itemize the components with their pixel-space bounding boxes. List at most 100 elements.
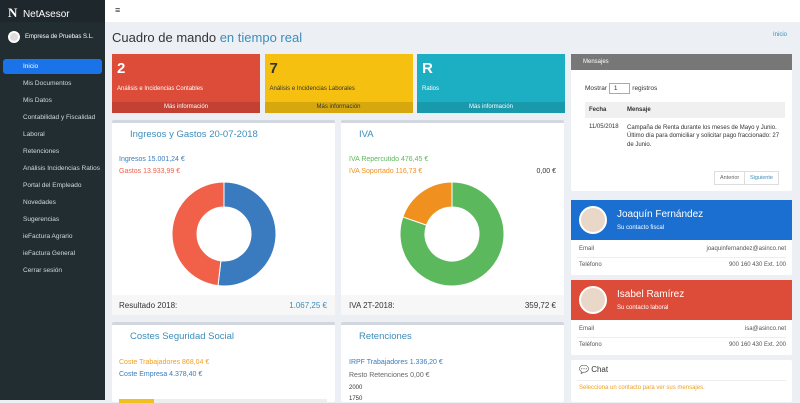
menu-toggle[interactable]: ≡ bbox=[115, 5, 121, 15]
chat-title: 💬 Chat bbox=[579, 365, 609, 374]
tick-label: 2000 bbox=[349, 385, 363, 391]
stat-label: Ratios bbox=[422, 86, 440, 92]
length-control: Mostrar 1 registros bbox=[585, 83, 657, 94]
menu-item[interactable]: Portal del Empleado bbox=[23, 182, 82, 189]
select[interactable]: 1 bbox=[608, 83, 631, 94]
next-button[interactable]: Siguiente bbox=[744, 171, 779, 185]
contact-header bbox=[571, 200, 792, 240]
stat-number: 2 bbox=[117, 60, 126, 77]
menu-item[interactable]: Análisis Incidencias Ratios bbox=[23, 165, 100, 172]
column-header[interactable]: Fecha bbox=[589, 107, 607, 113]
contact-card: Joaquín Fernández Su contacto fiscal Email… bbox=[571, 200, 792, 275]
line: Coste Trabajadores 868,04 € bbox=[119, 359, 210, 366]
menu-item[interactable]: Mis Datos bbox=[23, 97, 52, 104]
stat-box: 2 Análisis e Incidencias Contables Más inf… bbox=[112, 54, 260, 113]
menu-item[interactable]: Sugerencias bbox=[23, 216, 60, 223]
title: Chat bbox=[591, 365, 609, 374]
box-title: Retenciones bbox=[359, 331, 412, 342]
footer-label: IVA 2T-2018: bbox=[349, 301, 395, 310]
retenciones-box: Retenciones IRPF Trabajadores 1.336,20 €… bbox=[341, 322, 564, 402]
box-footer bbox=[341, 295, 564, 315]
stat-number: 7 bbox=[269, 60, 278, 77]
label: Mostrar bbox=[585, 85, 608, 92]
seguridad-social-box: Costes Seguridad Social Coste Trabajador… bbox=[112, 322, 335, 403]
breadcrumb[interactable]: Inicio bbox=[773, 32, 788, 38]
cell: Campaña de Renta durante los meses de Ma… bbox=[627, 125, 780, 148]
stat-link[interactable]: Más información bbox=[112, 102, 260, 113]
menu-item[interactable]: Retenciones bbox=[23, 148, 60, 155]
tick-label: 1750 bbox=[349, 396, 363, 402]
email: isa@asinco.net bbox=[744, 326, 786, 332]
line: Coste Empresa 4.378,40 € bbox=[119, 371, 203, 378]
ingresos-box: Ingresos y Gastos 20-07-2018 Ingresos 15… bbox=[112, 120, 335, 315]
contact-header bbox=[571, 280, 792, 320]
menu-item[interactable]: Novedades bbox=[23, 199, 56, 206]
line: Resto Retenciones 0,00 € bbox=[349, 372, 430, 379]
contact-name: Joaquín Fernández bbox=[617, 209, 704, 220]
contact-avatar bbox=[579, 206, 607, 234]
box-footer bbox=[112, 295, 335, 315]
contact-name: Isabel Ramírez bbox=[617, 289, 685, 300]
company-name: Empresa de Pruebas S.L. bbox=[25, 34, 94, 40]
menu-item[interactable]: ieFactura Agrario bbox=[23, 233, 73, 240]
box-title: IVA bbox=[359, 129, 374, 140]
email-label: Email bbox=[579, 326, 595, 332]
stat-link[interactable]: Más información bbox=[417, 102, 565, 113]
phone-label: Teléfono bbox=[579, 342, 602, 348]
divider bbox=[577, 380, 786, 381]
title-highlight: en tiempo real bbox=[219, 30, 303, 45]
phone: 900 160 430 Ext. 100 bbox=[728, 262, 786, 268]
stat-box: 7 Análisis e Incidencias Laborales Más inf… bbox=[264, 54, 413, 113]
chat-box: 💬 Chat Selecciona un contacto para ver s… bbox=[571, 360, 792, 402]
donut bbox=[171, 181, 277, 287]
divider bbox=[577, 337, 786, 338]
menu-item[interactable]: Mis Documentos bbox=[23, 80, 72, 87]
menu-item[interactable]: Laboral bbox=[23, 131, 45, 138]
footer-value: 1.067,25 € bbox=[289, 301, 327, 310]
phone: 900 160 430 Ext. 200 bbox=[728, 342, 786, 348]
contact-role: Su contacto laboral bbox=[617, 305, 669, 311]
footer-value: 359,72 € bbox=[524, 301, 556, 310]
footer-label: Resultado 2018: bbox=[119, 301, 178, 310]
stat-box: R Ratios Más información bbox=[417, 54, 565, 113]
contact-avatar bbox=[579, 286, 607, 314]
brand-name: NetAsesor bbox=[22, 9, 70, 20]
stat-label: Análisis e Incidencias Contables bbox=[117, 86, 204, 92]
line: IRPF Trabajadores 1.336,20 € bbox=[349, 359, 443, 366]
donut-slice bbox=[217, 181, 277, 287]
header-row: Fecha Mensaje bbox=[585, 102, 785, 118]
stat-number: R bbox=[422, 60, 433, 77]
legend-item: IVA Repercutido 476,45 € bbox=[349, 156, 429, 163]
divider bbox=[577, 257, 786, 258]
menu-item[interactable]: Cerrar sesión bbox=[23, 267, 63, 274]
column-header[interactable]: Mensaje bbox=[627, 107, 651, 113]
page-title: Cuadro de mando en tiempo real bbox=[112, 30, 302, 45]
contact-role: Su contacto fiscal bbox=[617, 225, 665, 231]
menu-item[interactable]: Inicio bbox=[3, 59, 102, 74]
menu-item[interactable]: ieFactura General bbox=[23, 250, 76, 257]
legend-item: Ingresos 15.001,24 € bbox=[119, 156, 185, 163]
table: Fecha Mensaje 11/05/2018 Campaña de Renta … bbox=[585, 102, 785, 155]
prev-button[interactable]: Anterior bbox=[714, 171, 746, 185]
iva-box: IVA IVA Repercutido 476,45 € IVA Soporta… bbox=[341, 120, 564, 315]
logo: N bbox=[8, 5, 18, 20]
donut bbox=[399, 181, 505, 287]
mensajes-box: Mensajes Mostrar 1 registros Fecha Mensaj… bbox=[571, 54, 792, 191]
menu-item[interactable]: Contabilidad y Fiscalidad bbox=[23, 114, 96, 121]
box-title: Mensajes bbox=[571, 54, 792, 70]
phone-label: Teléfono bbox=[579, 262, 602, 268]
contact-card: Isabel Ramírez Su contacto laboral Email is… bbox=[571, 280, 792, 355]
cell: 11/05/2018 bbox=[589, 124, 619, 130]
title: Cuadro de mando bbox=[112, 30, 217, 45]
donut-slice bbox=[402, 181, 453, 226]
email-label: Email bbox=[579, 246, 595, 252]
stat-link[interactable]: Más información bbox=[264, 102, 413, 113]
row: 11/05/2018 Campaña de Renta durante los m… bbox=[585, 118, 785, 155]
box-title: Costes Seguridad Social bbox=[130, 331, 235, 342]
chat-hint: Selecciona un contacto para ver sus mens… bbox=[579, 385, 705, 391]
legend-item: Gastos 13.933,99 € bbox=[119, 168, 181, 175]
brand: N NetAsesor bbox=[0, 0, 105, 22]
legend-item: IVA Soportado 116,73 € bbox=[349, 168, 423, 175]
donut-slice bbox=[399, 181, 505, 287]
